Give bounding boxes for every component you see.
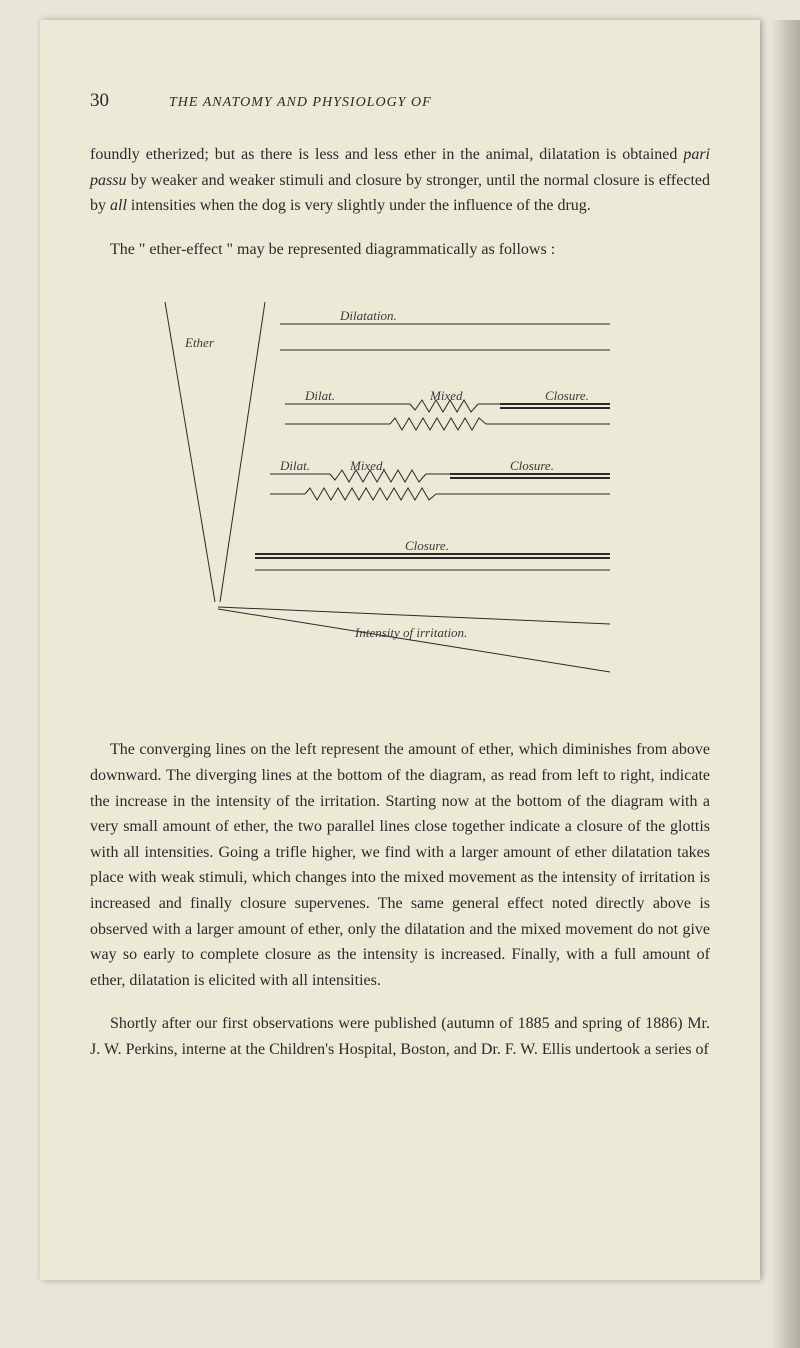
mixed1-label: Mixed [429, 388, 463, 403]
intensity-line-bottom [218, 609, 610, 672]
ether-label: Ether [184, 335, 215, 350]
page-number: 30 [90, 90, 109, 112]
closure3-label: Closure. [405, 538, 449, 553]
row3-zigzag-bot [305, 488, 436, 500]
dilat2-label: Dilat. [279, 458, 310, 473]
text-run: intensities when the dog is very slightl… [127, 197, 591, 214]
paragraph-2: The " ether-effect " may be represented … [90, 237, 710, 263]
diagram-svg: Ether Dilatation. Dilat. Mixed Closure. … [150, 292, 630, 692]
text-run: foundly etherized; but as there is less … [90, 146, 683, 163]
paragraph-1: foundly etherized; but as there is less … [90, 142, 710, 219]
closure1-label: Closure. [545, 388, 589, 403]
mixed2-label: Mixed. [349, 458, 386, 473]
intensity-line-top [218, 607, 610, 624]
ether-effect-diagram: Ether Dilatation. Dilat. Mixed Closure. … [150, 292, 670, 697]
page-shadow [770, 20, 800, 1348]
row2-zigzag-bot [390, 418, 486, 430]
dilat1-label: Dilat. [304, 388, 335, 403]
text-italic: all [110, 197, 127, 214]
page-header: 30 THE ANATOMY AND PHYSIOLOGY OF [90, 90, 710, 112]
running-title: THE ANATOMY AND PHYSIOLOGY OF [169, 95, 432, 111]
paragraph-3: The converging lines on the left represe… [90, 737, 710, 993]
dilatation-label: Dilatation. [339, 308, 397, 323]
closure2-label: Closure. [510, 458, 554, 473]
book-page: 30 THE ANATOMY AND PHYSIOLOGY OF foundly… [40, 20, 760, 1280]
paragraph-4: Shortly after our first observations wer… [90, 1011, 710, 1062]
intensity-label: Intensity of irritation. [354, 625, 467, 640]
